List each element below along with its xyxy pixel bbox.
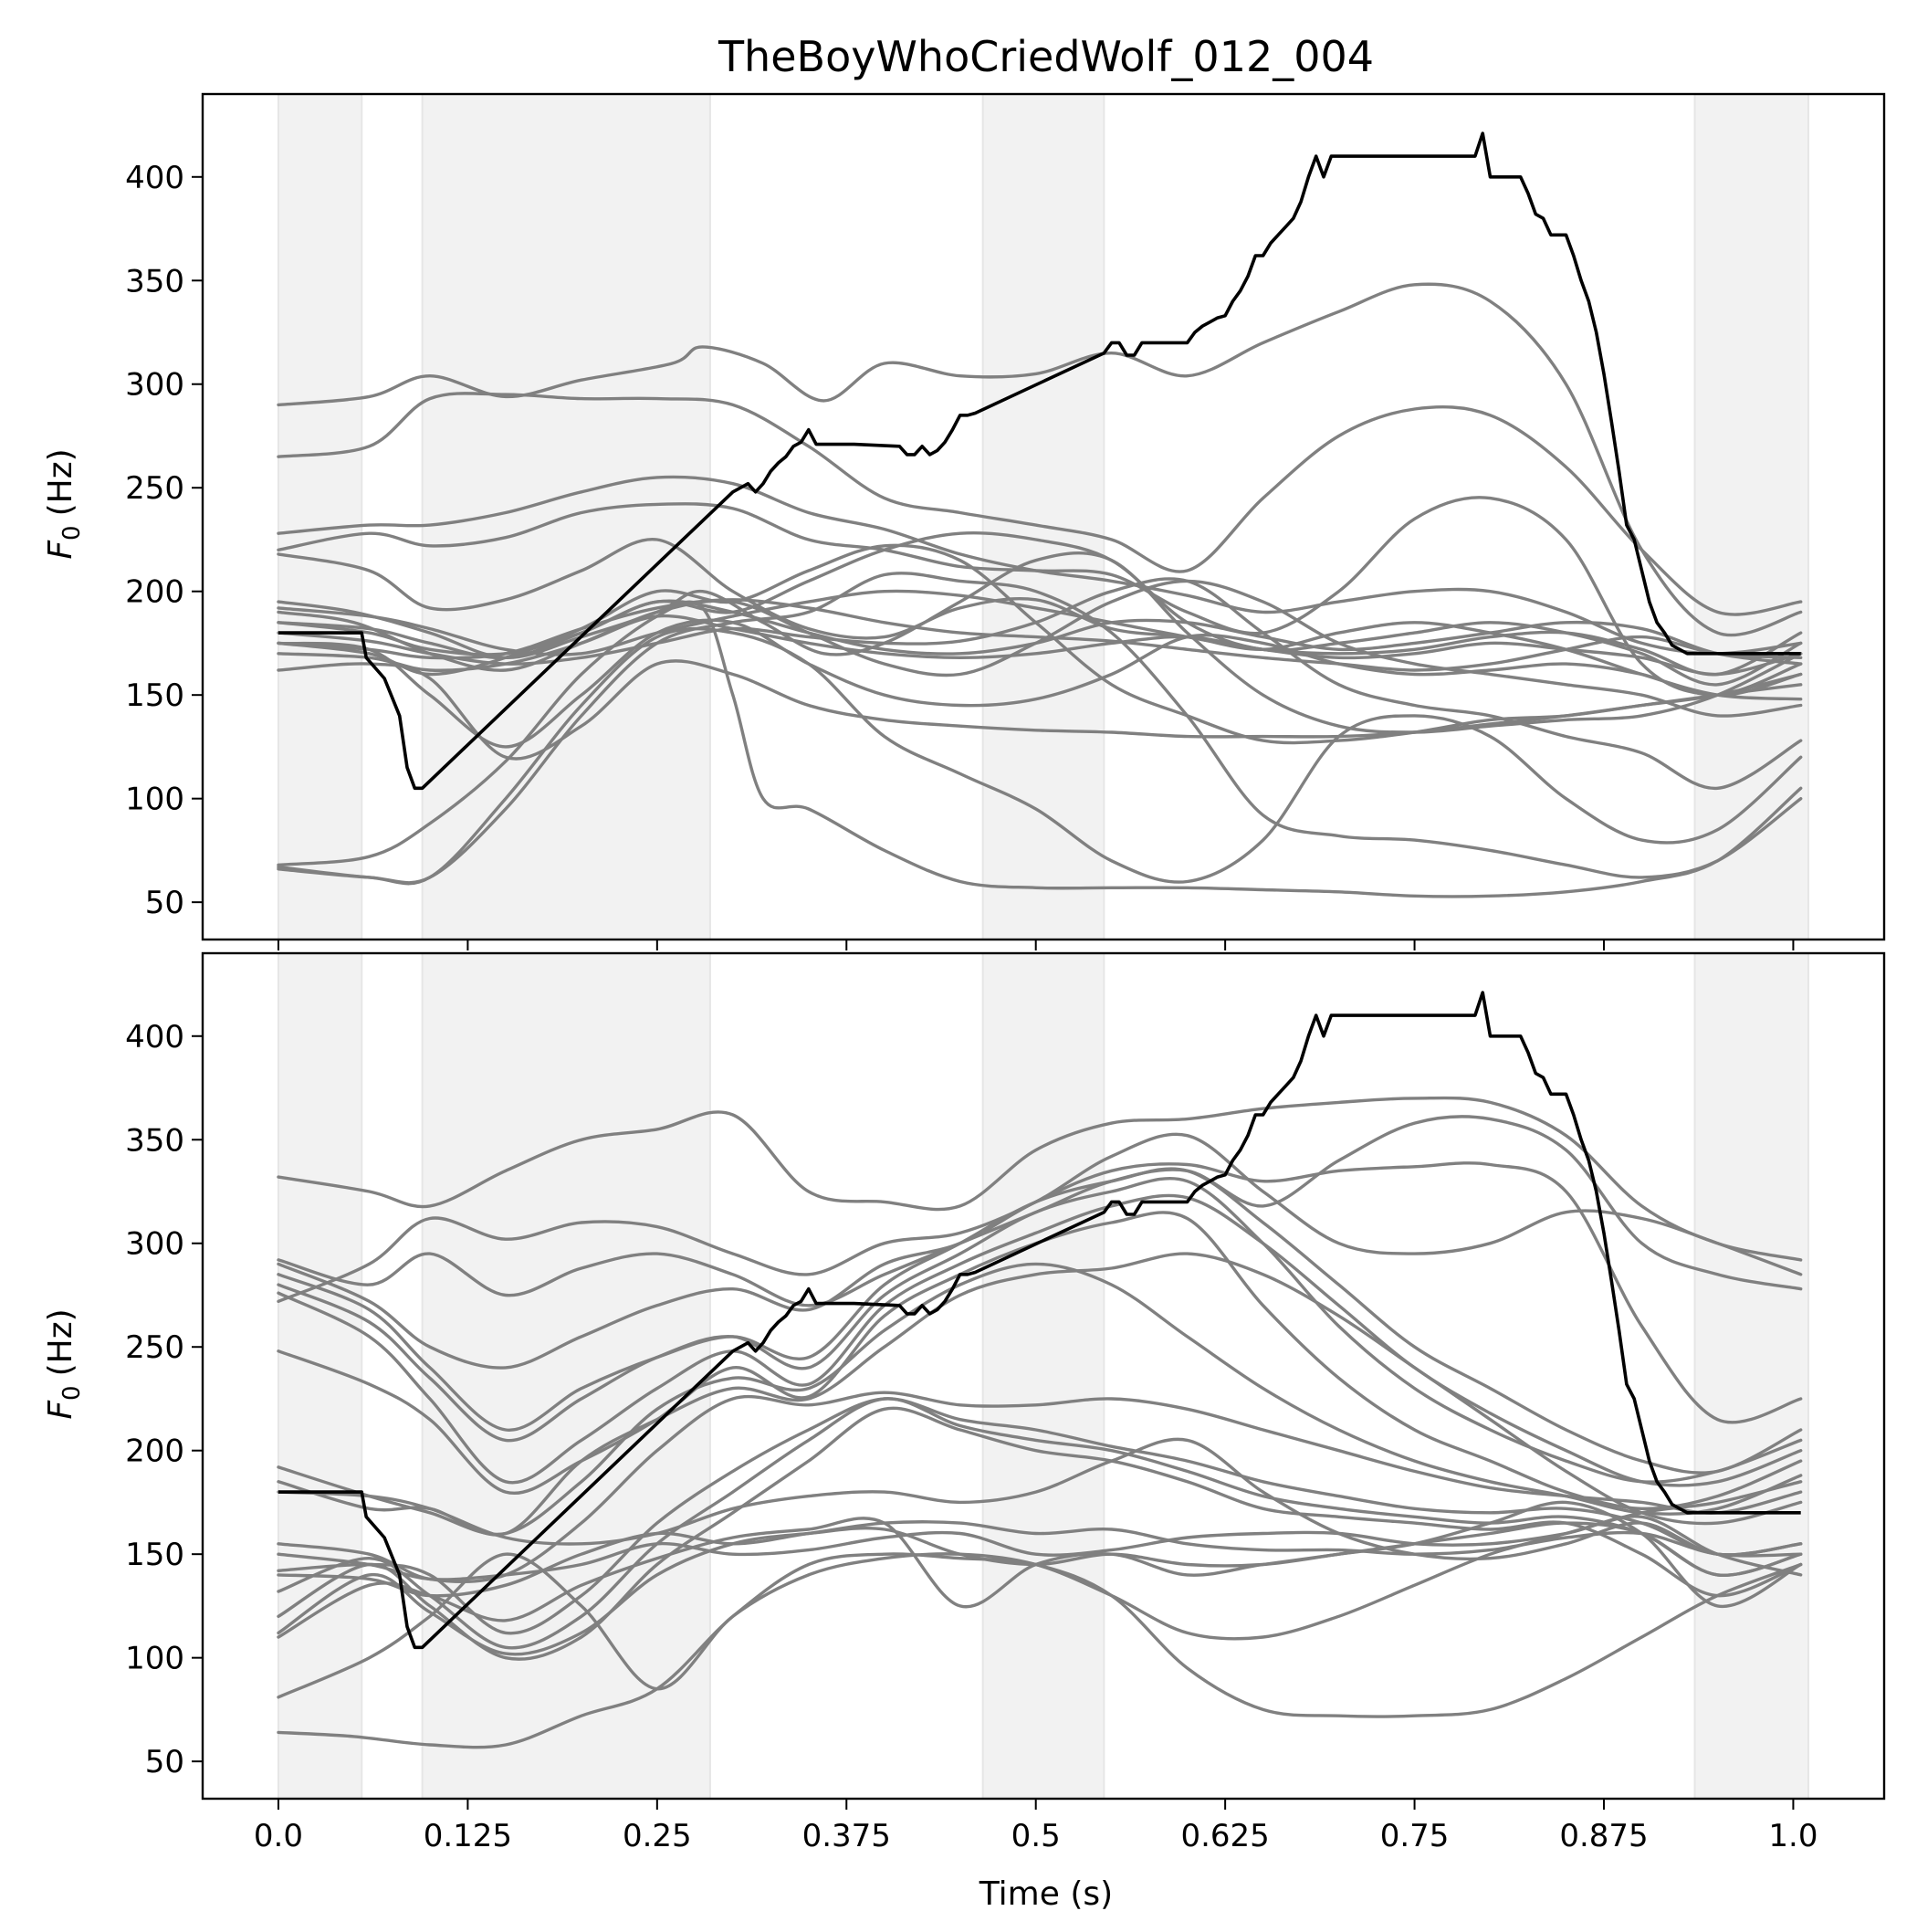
x-tick-label-8: 1.0 [1768, 1818, 1817, 1854]
sample-contour-bottom-17 [277, 1515, 1803, 1581]
shaded-region-bottom-2 [981, 952, 1105, 1800]
plot-frame-top [201, 92, 1886, 941]
sample-contour-top-9 [277, 614, 1803, 677]
x-tick-label-0: 0.0 [254, 1818, 303, 1854]
y-tick-label-top-0: 50 [145, 885, 184, 921]
x-tick-label-5: 0.625 [1180, 1818, 1269, 1854]
shaded-region-bottom-3 [1693, 952, 1810, 1800]
y-tick-label-bottom-3: 200 [125, 1433, 184, 1470]
shaded-region-top-3 [1693, 93, 1810, 940]
sample-contour-bottom-4 [277, 1167, 1803, 1475]
y-axis-label-symbol: F [42, 1400, 79, 1420]
y-axis-label-symbol: F [42, 540, 79, 560]
y-tick-label-bottom-0: 50 [145, 1744, 184, 1780]
sample-contour-top-4 [277, 551, 1803, 734]
sample-contour-bottom-13 [277, 1406, 1803, 1661]
y-tick-label-top-2: 150 [125, 677, 184, 714]
panel-bottom: 50 100 150 200 250 300 350 400 0.0 0.125 0.25 0.375… [125, 951, 1886, 1854]
shaded-region-top-0 [277, 93, 363, 940]
shaded-region-top-2 [981, 93, 1105, 940]
reference-contour-top [278, 131, 1801, 791]
x-tick-label-6: 0.75 [1380, 1818, 1450, 1854]
y-axis-label-top: F0 (Hz) [42, 448, 86, 559]
y-axis-label-subscript: 0 [58, 1385, 86, 1401]
y-tick-label-bottom-4: 250 [125, 1329, 184, 1366]
x-tick-label-1: 0.125 [424, 1818, 512, 1854]
y-tick-label-bottom-2: 150 [125, 1537, 184, 1573]
sample-contour-bottom-18 [277, 1437, 1803, 1561]
x-tick-label-2: 0.25 [623, 1818, 692, 1854]
sample-contour-top-17 [277, 589, 1803, 677]
shaded-region-bottom-1 [421, 952, 711, 1800]
sample-contour-bottom-12 [277, 1397, 1803, 1650]
sample-contour-top-0 [277, 282, 1803, 637]
x-tick-label-4: 0.5 [1011, 1818, 1061, 1854]
y-tick-label-top-7: 400 [125, 160, 184, 196]
sample-contour-top-1 [277, 392, 1803, 616]
reference-contour-bottom [278, 991, 1801, 1650]
y-axis-label-unit: (Hz) [42, 1308, 79, 1376]
panel-top: 50 100 150 200 250 300 350 400 [125, 92, 1886, 950]
sample-contour-top-5 [277, 538, 1803, 701]
sample-contour-bottom-16 [277, 1520, 1803, 1598]
chart-title: TheBoyWhoCriedWolf_012_004 [718, 32, 1374, 81]
y-tick-label-top-1: 100 [125, 782, 184, 818]
sample-contour-top-8 [277, 599, 1803, 666]
sample-contour-bottom-20 [277, 1552, 1803, 1749]
y-tick-label-bottom-6: 350 [125, 1122, 184, 1159]
y-tick-label-top-4: 250 [125, 470, 184, 507]
y-tick-label-top-3: 200 [125, 574, 184, 611]
y-axis-label-subscript: 0 [58, 525, 86, 541]
x-tick-label-3: 0.375 [802, 1818, 891, 1854]
x-tick-label-7: 0.875 [1559, 1818, 1648, 1854]
y-tick-label-top-5: 300 [125, 367, 184, 404]
y-tick-label-bottom-1: 100 [125, 1641, 184, 1677]
sample-contour-bottom-6 [277, 1193, 1803, 1487]
y-tick-label-bottom-7: 400 [125, 1019, 184, 1055]
sample-contour-top-7 [277, 598, 1803, 672]
plot-frame-bottom [201, 951, 1886, 1801]
y-axis-label-unit: (Hz) [42, 448, 79, 516]
y-tick-label-top-6: 350 [125, 263, 184, 299]
sample-contour-top-3 [277, 496, 1803, 697]
sample-contour-bottom-0 [277, 1096, 1803, 1262]
sample-contour-top-11 [277, 618, 1803, 749]
sample-contour-bottom-8 [277, 1262, 1803, 1537]
y-axis-label-bottom: F0 (Hz) [42, 1308, 86, 1419]
sample-contour-top-14 [277, 572, 1803, 885]
sample-contour-top-16 [277, 530, 1803, 687]
sample-contour-top-18 [277, 577, 1803, 791]
sample-contour-bottom-9 [277, 1252, 1803, 1537]
sample-contour-bottom-11 [277, 1397, 1803, 1635]
sample-contour-top-12 [277, 600, 1803, 898]
y-tick-label-bottom-5: 300 [125, 1226, 184, 1263]
x-axis-label: Time (s) [979, 1875, 1113, 1913]
sample-contour-top-13 [277, 626, 1803, 886]
